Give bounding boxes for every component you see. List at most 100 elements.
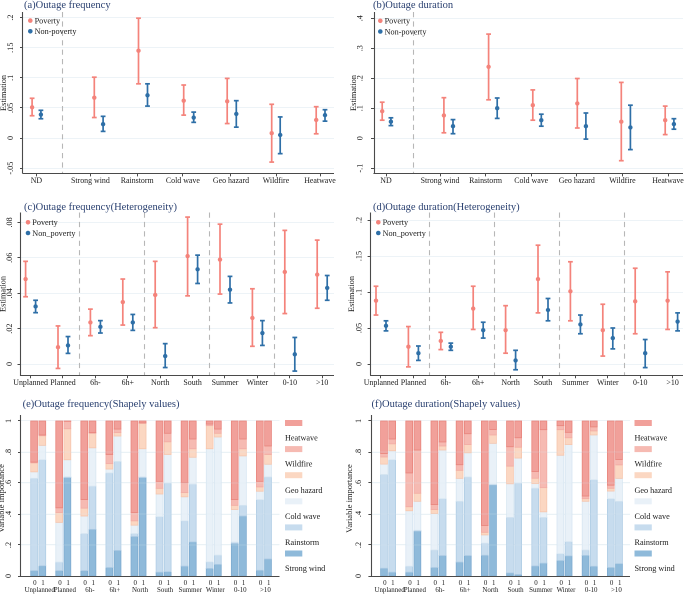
svg-text:0-10: 0-10	[283, 378, 298, 387]
svg-text:1: 1	[391, 580, 395, 587]
svg-text:Rainstorm: Rainstorm	[469, 176, 503, 185]
svg-text:0: 0	[5, 362, 14, 366]
svg-text:Non_poverty: Non_poverty	[32, 229, 76, 238]
svg-text:1: 1	[242, 580, 246, 587]
svg-text:Poverty: Poverty	[383, 218, 409, 227]
svg-text:Non_poverty: Non_poverty	[383, 229, 427, 238]
svg-text:Poverty: Poverty	[35, 17, 61, 26]
svg-text:.2: .2	[4, 542, 13, 548]
svg-text:1: 1	[416, 580, 420, 587]
svg-text:Wildfire: Wildfire	[285, 460, 313, 469]
svg-text:Summer: Summer	[529, 587, 553, 594]
svg-text:(a)Outage frequency: (a)Outage frequency	[24, 0, 111, 11]
svg-text:.8: .8	[354, 449, 363, 455]
svg-text:0: 0	[509, 580, 513, 587]
svg-text:Planned: Planned	[401, 378, 426, 387]
svg-text:6h-: 6h-	[85, 587, 95, 594]
svg-text:1: 1	[91, 580, 95, 587]
svg-text:Heatwave: Heatwave	[285, 434, 318, 443]
svg-text:1: 1	[116, 580, 120, 587]
svg-text:.3: .3	[355, 45, 364, 51]
svg-text:Heatwave: Heatwave	[304, 176, 336, 185]
svg-text:Cold wave: Cold wave	[166, 176, 200, 185]
svg-text:0: 0	[355, 136, 364, 140]
svg-text:Unplanned: Unplanned	[13, 378, 48, 387]
svg-text:(b)Outage duration: (b)Outage duration	[373, 0, 454, 11]
svg-text:Winter: Winter	[557, 587, 577, 594]
svg-text:-.05: -.05	[6, 162, 15, 175]
svg-text:.15: .15	[355, 251, 364, 261]
svg-text:Planned: Planned	[50, 378, 75, 387]
svg-text:0: 0	[159, 580, 163, 587]
svg-text:South: South	[183, 378, 201, 387]
svg-text:Wildfire: Wildfire	[609, 176, 636, 185]
svg-text:-.1: -.1	[355, 164, 364, 173]
svg-text:.2: .2	[6, 15, 15, 21]
svg-text:.6: .6	[354, 480, 363, 486]
svg-text:0: 0	[209, 580, 213, 587]
svg-text:0: 0	[354, 574, 363, 578]
svg-text:Estimation: Estimation	[349, 74, 358, 111]
svg-text:Estimation: Estimation	[347, 275, 356, 312]
svg-text:(f)Outage duration(Shapely val: (f)Outage duration(Shapely values)	[372, 399, 521, 410]
svg-text:.02: .02	[5, 323, 14, 333]
svg-text:Estimation: Estimation	[0, 275, 8, 312]
svg-text:0: 0	[585, 580, 589, 587]
svg-text:1: 1	[354, 419, 363, 423]
svg-text:ND: ND	[31, 176, 43, 185]
svg-text:Cold wave: Cold wave	[514, 176, 548, 185]
svg-text:0: 0	[133, 580, 137, 587]
svg-text:Summer: Summer	[179, 587, 203, 594]
svg-text:Wildfire: Wildfire	[635, 460, 663, 469]
svg-text:North: North	[132, 587, 149, 594]
svg-text:.08: .08	[5, 217, 14, 227]
svg-text:0: 0	[6, 136, 15, 140]
svg-text:.15: .15	[6, 43, 15, 53]
svg-text:Strong wind: Strong wind	[285, 564, 325, 573]
svg-text:6h-: 6h-	[90, 378, 101, 387]
svg-text:6h+: 6h+	[460, 587, 471, 594]
svg-text:Geo hazard: Geo hazard	[635, 486, 673, 495]
svg-text:Geo hazard: Geo hazard	[213, 176, 249, 185]
svg-text:(d)Outage duration(Heterogenei: (d)Outage duration(Heterogeneity)	[373, 202, 520, 213]
svg-text:.2: .2	[354, 542, 363, 548]
svg-text:North: North	[151, 378, 169, 387]
svg-text:0: 0	[408, 580, 412, 587]
svg-text:.1: .1	[355, 289, 364, 295]
svg-text:>10: >10	[260, 587, 271, 594]
svg-text:Winter: Winter	[247, 378, 269, 387]
svg-text:Rainstorm: Rainstorm	[635, 538, 670, 547]
svg-text:0: 0	[383, 580, 387, 587]
svg-text:Variable importance: Variable importance	[344, 464, 354, 533]
svg-text:0: 0	[433, 580, 437, 587]
svg-text:0-10: 0-10	[585, 587, 598, 594]
svg-text:1: 1	[4, 419, 13, 423]
svg-text:0: 0	[534, 580, 538, 587]
svg-text:0-10: 0-10	[633, 378, 648, 387]
svg-text:South: South	[508, 587, 525, 594]
svg-text:>10: >10	[611, 587, 622, 594]
svg-text:(c)Outage frequency(Heterogene: (c)Outage frequency(Heterogeneity)	[24, 202, 178, 213]
svg-text:6h+: 6h+	[122, 378, 135, 387]
svg-text:1: 1	[542, 580, 546, 587]
svg-text:Unplanned: Unplanned	[25, 587, 56, 594]
svg-text:North: North	[482, 587, 499, 594]
svg-text:.2: .2	[355, 217, 364, 223]
svg-text:North: North	[501, 378, 519, 387]
svg-text:0: 0	[83, 580, 87, 587]
svg-text:Strong wind: Strong wind	[421, 176, 460, 185]
svg-text:0: 0	[234, 580, 238, 587]
svg-text:1: 1	[568, 580, 572, 587]
svg-text:1: 1	[192, 580, 196, 587]
svg-text:1: 1	[467, 580, 471, 587]
svg-text:.05: .05	[355, 323, 364, 333]
svg-text:>10: >10	[316, 378, 328, 387]
svg-text:1: 1	[41, 580, 45, 587]
svg-text:1: 1	[217, 580, 221, 587]
svg-text:1: 1	[142, 580, 146, 587]
svg-text:South: South	[157, 587, 174, 594]
svg-text:1: 1	[593, 580, 597, 587]
svg-text:1: 1	[267, 580, 271, 587]
svg-text:.4: .4	[4, 511, 13, 517]
svg-text:Winter: Winter	[597, 378, 619, 387]
